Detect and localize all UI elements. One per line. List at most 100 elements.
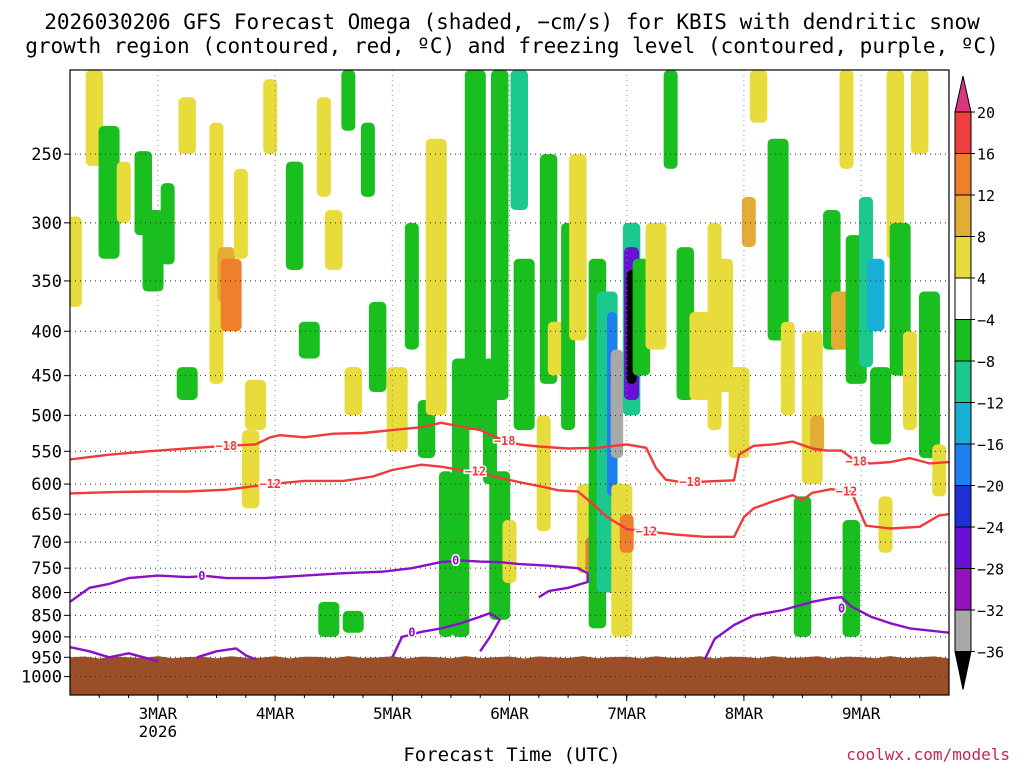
omega-region <box>425 138 447 416</box>
colorbar-label: −16 <box>977 436 1004 454</box>
colorbar-swatch <box>954 111 972 154</box>
temperature-contours: −18 −18 −18 −18 −12 −12 −12 −12 0 0 0 0 <box>70 421 949 663</box>
omega-region <box>160 183 175 265</box>
x-tick-label: 7MAR <box>607 704 646 723</box>
colorbar-swatch <box>954 402 972 445</box>
omega-region <box>793 496 812 637</box>
y-tick-label: 750 <box>31 559 62 579</box>
omega-region <box>116 161 131 223</box>
y-tick-label: 500 <box>31 406 62 426</box>
omega-region <box>263 79 278 155</box>
omega-region <box>344 367 362 416</box>
omega-region <box>178 97 196 155</box>
omega-region <box>510 70 529 211</box>
colorbar: 20 16 12 8 4 −4 −8 −12 −16 −20 −24 −28 −32 −36 <box>954 75 1004 690</box>
omega-field <box>70 70 947 637</box>
omega-region <box>209 122 224 384</box>
omega-region <box>298 321 320 359</box>
omega-region <box>902 331 917 431</box>
omega-region <box>918 291 940 459</box>
omega-region <box>870 367 892 445</box>
y-tick-label: 350 <box>31 272 62 292</box>
contour-line <box>70 559 589 603</box>
omega-region <box>878 496 893 553</box>
omega-region <box>318 601 340 637</box>
y-tick-label: 950 <box>31 648 62 668</box>
contour-label: 0 <box>198 569 205 583</box>
contour-line <box>70 421 949 484</box>
omega-region <box>368 301 387 393</box>
contour-label: −12 <box>635 524 657 538</box>
x-tick-label: 5MAR <box>373 704 412 723</box>
omega-region <box>839 70 854 169</box>
colorbar-label: −20 <box>977 478 1004 496</box>
contour-label: −18 <box>679 475 701 489</box>
omega-region <box>489 471 511 620</box>
credit-link[interactable]: coolwx.com/models <box>846 745 1010 764</box>
y-tick-label: 850 <box>31 606 62 626</box>
colorbar-label: 16 <box>977 146 995 164</box>
x-tick-label: 9MAR <box>842 704 881 723</box>
y-tick-label: 300 <box>31 214 62 234</box>
omega-region <box>867 258 885 332</box>
y-axis: 2503003504004505005506006507007508008509… <box>21 145 70 688</box>
omega-region <box>741 196 756 248</box>
contour-line <box>196 647 257 661</box>
contour-label: 0 <box>452 554 459 568</box>
y-tick-label: 450 <box>31 367 62 387</box>
colorbar-label: −24 <box>977 519 1004 537</box>
contour-label: −12 <box>836 485 858 499</box>
y-tick-label: 700 <box>31 533 62 553</box>
grid-lines <box>70 70 949 695</box>
x-tick-label: 4MAR <box>256 704 295 723</box>
omega-region <box>886 70 905 259</box>
omega-region <box>142 210 164 292</box>
ground-layer <box>70 656 949 695</box>
colorbar-arrow-bottom <box>954 651 972 690</box>
colorbar-swatch <box>954 153 972 196</box>
colorbar-label: 8 <box>977 229 986 247</box>
y-tick-label: 900 <box>31 628 62 648</box>
omega-region <box>342 610 364 633</box>
colorbar-swatch <box>954 568 972 611</box>
y-tick-label: 250 <box>31 145 62 165</box>
colorbar-label: 20 <box>977 104 995 122</box>
omega-region <box>715 258 734 393</box>
y-tick-label: 550 <box>31 442 62 462</box>
x-axis-title: Forecast Time (UTC) <box>403 744 621 766</box>
omega-region <box>220 258 242 332</box>
colorbar-label: −28 <box>977 561 1004 579</box>
omega-region <box>502 519 517 583</box>
colorbar-swatch <box>954 609 972 652</box>
omega-region <box>932 444 947 497</box>
x-tick-label: 6MAR <box>490 704 529 723</box>
x-tick-sublabel: 2026 <box>139 722 178 741</box>
omega-region <box>810 415 825 452</box>
omega-region <box>245 379 267 431</box>
chart-title-line-2: growth region (contoured, red, ºC) and f… <box>25 34 999 58</box>
omega-region <box>611 484 633 637</box>
colorbar-arrow-top <box>954 75 972 113</box>
omega-region <box>386 367 408 452</box>
omega-region <box>241 430 260 509</box>
omega-region <box>98 125 120 259</box>
colorbar-label: 4 <box>977 270 986 288</box>
colorbar-label: −4 <box>977 312 995 330</box>
omega-region <box>749 70 768 123</box>
y-tick-label: 650 <box>31 505 62 525</box>
omega-region <box>324 210 343 270</box>
contour-line <box>391 611 501 658</box>
x-tick-label: 8MAR <box>725 704 764 723</box>
omega-region <box>316 97 331 197</box>
omega-region <box>910 70 929 155</box>
colorbar-label: −36 <box>977 644 1004 662</box>
colorbar-swatch <box>954 443 972 486</box>
omega-region <box>176 367 198 400</box>
contour-line <box>703 596 949 660</box>
omega-region <box>464 70 486 431</box>
colorbar-swatch <box>954 236 972 279</box>
colorbar-label: 12 <box>977 187 995 205</box>
y-tick-label: 600 <box>31 475 62 495</box>
